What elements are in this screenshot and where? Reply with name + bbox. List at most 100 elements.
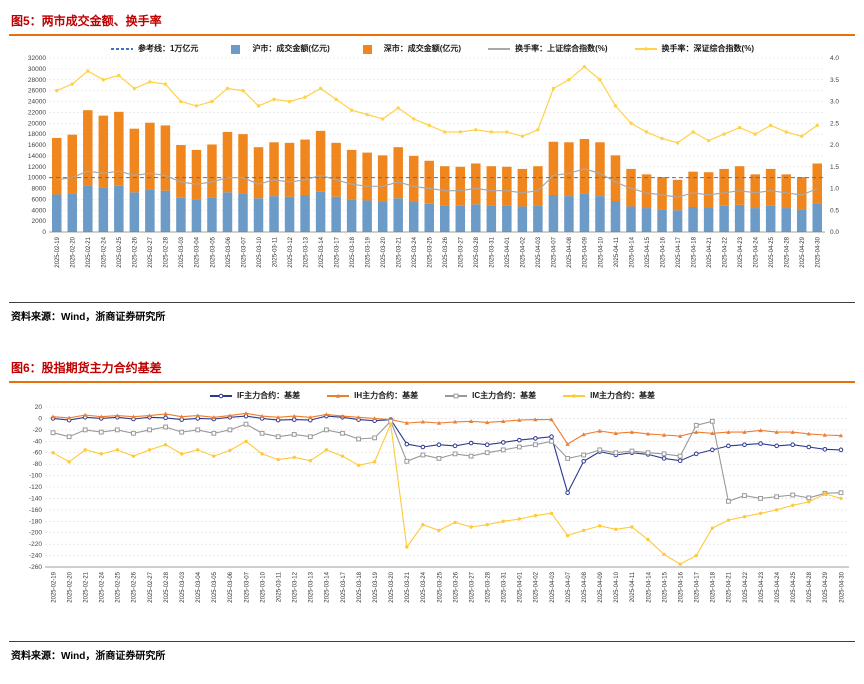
svg-text:2025-04-28: 2025-04-28 <box>785 236 791 267</box>
svg-text:2025-03-24: 2025-03-24 <box>412 236 418 267</box>
svg-text:2025-04-09: 2025-04-09 <box>583 236 589 267</box>
svg-text:2025-04-09: 2025-04-09 <box>598 571 604 602</box>
svg-text:2025-04-21: 2025-04-21 <box>727 571 733 602</box>
figure6-panel: 图6：股指期货主力合约基差 IF主力合约：基差 IH主力合约：基差 IC主力合约：基… <box>9 357 855 666</box>
legend-item-sh-turnover: 换手率：上证综合指数(%) <box>487 43 608 54</box>
legend-label-im-basis: IM主力合约：基差 <box>590 391 655 400</box>
svg-text:-100: -100 <box>29 473 42 480</box>
legend-item-ih-basis: IH主力合约：基差 <box>326 390 418 401</box>
svg-text:22000: 22000 <box>28 109 46 116</box>
svg-text:1.0: 1.0 <box>830 186 839 193</box>
svg-text:2025-02-27: 2025-02-27 <box>148 571 154 602</box>
svg-text:-80: -80 <box>33 461 43 468</box>
legend-label-reference: 参考线：1万亿元 <box>137 44 199 53</box>
svg-text:2025-02-27: 2025-02-27 <box>148 236 154 267</box>
svg-text:2025-04-21: 2025-04-21 <box>707 236 713 267</box>
svg-text:2025-03-20: 2025-03-20 <box>381 236 387 267</box>
svg-text:2025-04-16: 2025-04-16 <box>660 236 666 267</box>
svg-text:30000: 30000 <box>28 66 46 73</box>
svg-text:2025-04-18: 2025-04-18 <box>691 236 697 267</box>
svg-text:2025-03-06: 2025-03-06 <box>228 571 234 602</box>
reference-swatch-icon <box>110 47 133 50</box>
if-basis-swatch-icon <box>210 393 232 398</box>
svg-text:2025-04-10: 2025-04-10 <box>614 571 620 602</box>
svg-text:2025-04-25: 2025-04-25 <box>769 236 775 267</box>
svg-text:2025-03-05: 2025-03-05 <box>212 571 218 602</box>
svg-text:2025-03-24: 2025-03-24 <box>421 571 427 602</box>
svg-text:2025-03-13: 2025-03-13 <box>309 571 315 602</box>
svg-text:2025-04-24: 2025-04-24 <box>775 571 781 602</box>
svg-text:32000: 32000 <box>28 55 46 62</box>
svg-text:3.5: 3.5 <box>830 77 839 84</box>
svg-text:2025-04-22: 2025-04-22 <box>722 236 728 267</box>
svg-text:2025-03-17: 2025-03-17 <box>334 236 340 267</box>
svg-text:2025-03-14: 2025-03-14 <box>319 236 325 267</box>
svg-text:2025-04-23: 2025-04-23 <box>759 571 765 602</box>
report-page: 图5：两市成交金额、换手率 参考线：1万亿元 沪市：成交金额(亿元) 深市：成交金额… <box>9 10 855 666</box>
svg-text:0.0: 0.0 <box>830 229 839 236</box>
figure5-source: 资料来源：Wind，浙商证券研究所 <box>9 302 855 327</box>
svg-text:-240: -240 <box>29 553 42 560</box>
svg-text:2025-03-14: 2025-03-14 <box>325 571 331 602</box>
svg-text:2025-04-03: 2025-04-03 <box>536 236 542 267</box>
svg-text:2025-02-26: 2025-02-26 <box>133 236 139 267</box>
svg-text:2025-03-26: 2025-03-26 <box>443 236 449 267</box>
svg-text:2025-03-20: 2025-03-20 <box>389 571 395 602</box>
svg-text:2025-02-20: 2025-02-20 <box>71 236 77 267</box>
svg-text:2025-03-26: 2025-03-26 <box>453 571 459 602</box>
ic-basis-swatch-icon <box>445 393 468 398</box>
svg-text:2025-04-07: 2025-04-07 <box>566 571 572 602</box>
svg-text:-200: -200 <box>29 530 42 537</box>
legend-item-im-basis: IM主力合约：基差 <box>562 390 655 401</box>
svg-text:2025-02-28: 2025-02-28 <box>164 236 170 267</box>
svg-text:2025-04-15: 2025-04-15 <box>662 571 668 602</box>
svg-text:2025-04-10: 2025-04-10 <box>598 236 604 267</box>
svg-text:2025-03-11: 2025-03-11 <box>272 236 278 267</box>
svg-text:14000: 14000 <box>28 153 46 160</box>
svg-text:2025-03-03: 2025-03-03 <box>180 571 186 602</box>
svg-text:2.5: 2.5 <box>830 120 839 127</box>
svg-text:2025-04-29: 2025-04-29 <box>800 236 806 267</box>
figure5-panel: 图5：两市成交金额、换手率 参考线：1万亿元 沪市：成交金额(亿元) 深市：成交金额… <box>9 10 855 327</box>
figure6-legend: IF主力合约：基差 IH主力合约：基差 IC主力合约：基差 IM主力合约：基差 <box>9 390 855 401</box>
svg-text:2025-04-08: 2025-04-08 <box>582 571 588 602</box>
svg-text:2025-04-02: 2025-04-02 <box>534 571 540 602</box>
svg-text:2025-03-18: 2025-03-18 <box>350 236 356 267</box>
svg-text:2025-03-07: 2025-03-07 <box>241 236 247 267</box>
svg-text:2025-04-25: 2025-04-25 <box>791 571 797 602</box>
svg-text:2025-03-10: 2025-03-10 <box>257 236 263 267</box>
im-basis-swatch-icon <box>563 393 586 398</box>
svg-text:2025-03-06: 2025-03-06 <box>226 236 232 267</box>
svg-text:26000: 26000 <box>28 88 46 95</box>
legend-label-ic-basis: IC主力合约：基差 <box>472 391 537 400</box>
svg-text:3.0: 3.0 <box>830 99 839 106</box>
svg-text:28000: 28000 <box>28 77 46 84</box>
svg-text:24000: 24000 <box>28 99 46 106</box>
figure5-chart: 0 2000 4000 6000 8000 10000 12000 14000 16000 180… <box>28 55 839 268</box>
svg-text:2025-03-10: 2025-03-10 <box>260 571 266 602</box>
sz-amount-swatch-icon <box>362 44 372 54</box>
svg-text:6000: 6000 <box>32 196 47 203</box>
svg-text:2025-02-21: 2025-02-21 <box>84 571 90 602</box>
sh-amount-swatch-icon <box>231 44 241 54</box>
svg-text:-260: -260 <box>29 564 42 571</box>
figure6-chart: 20 0 -20 -40 -60 -80 -100 -120 -140 -160 -180 -200 -… <box>29 404 849 603</box>
legend-item-sz-amount: 深市：成交金额(亿元) <box>356 43 461 54</box>
svg-text:2025-02-24: 2025-02-24 <box>102 236 108 267</box>
svg-text:2.0: 2.0 <box>830 142 839 149</box>
svg-text:2025-04-03: 2025-04-03 <box>550 571 556 602</box>
svg-text:2025-04-23: 2025-04-23 <box>738 236 744 267</box>
svg-text:2025-04-16: 2025-04-16 <box>678 571 684 602</box>
legend-item-reference: 参考线：1万亿元 <box>110 43 198 54</box>
legend-item-if-basis: IF主力合约：基差 <box>209 390 300 401</box>
svg-text:-220: -220 <box>29 541 42 548</box>
svg-text:2025-04-08: 2025-04-08 <box>567 236 573 267</box>
svg-text:2025-04-29: 2025-04-29 <box>823 571 829 602</box>
svg-text:2025-03-21: 2025-03-21 <box>397 236 403 267</box>
svg-text:2025-03-04: 2025-03-04 <box>195 236 201 267</box>
svg-text:20000: 20000 <box>28 120 46 127</box>
svg-text:2025-04-17: 2025-04-17 <box>676 236 682 267</box>
svg-text:4000: 4000 <box>32 207 47 214</box>
svg-text:-40: -40 <box>33 438 43 445</box>
svg-text:2025-04-30: 2025-04-30 <box>816 236 822 267</box>
